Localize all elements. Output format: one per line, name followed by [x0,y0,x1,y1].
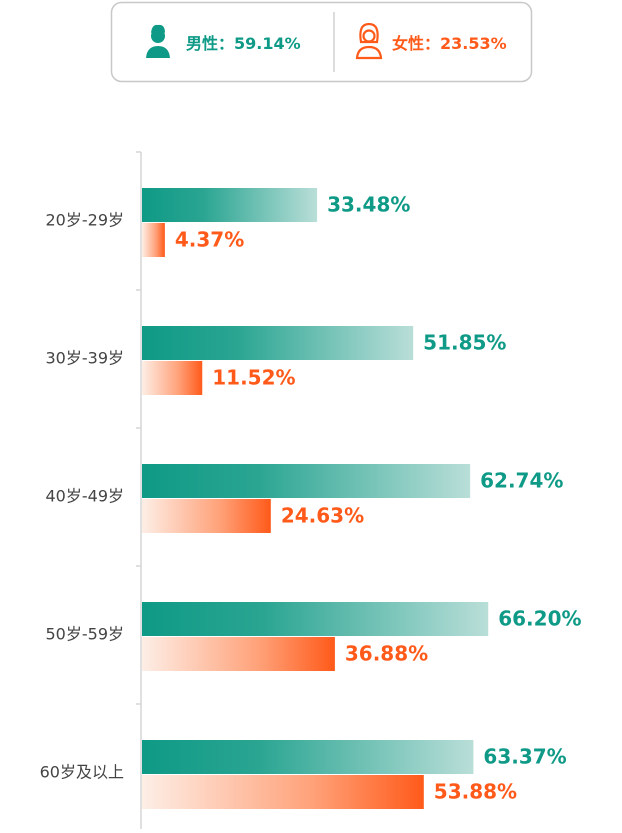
value-label: 4.37% [175,228,244,252]
legend-entry: 男性：59.14% [186,34,301,53]
category-label: 50岁-59岁 [46,625,125,644]
bar [142,740,474,774]
value-label: 11.52% [212,366,295,390]
value-label: 62.74% [480,469,563,493]
legend-value: 59.14% [234,34,301,53]
value-label: 51.85% [423,331,506,355]
value-label: 24.63% [281,504,364,528]
category-label: 60岁及以上 [40,763,124,782]
bar [142,361,203,395]
legend-name: 女性 [392,34,424,53]
bar [142,602,489,636]
legend-entry: 女性：23.53% [392,34,507,53]
legend-value: 23.53% [440,34,507,53]
value-label: 63.37% [483,745,566,769]
bar [142,637,335,671]
value-label: 53.88% [434,780,517,804]
bar [142,499,271,533]
male-icon [146,24,170,58]
value-label: 36.88% [345,642,428,666]
legend-separator: ： [218,34,234,53]
bar [142,464,471,498]
bar [142,223,165,257]
legend-name: 男性 [186,34,218,53]
value-label: 33.48% [327,193,410,217]
bar [142,775,424,809]
category-label: 30岁-39岁 [46,349,125,368]
bar [142,188,318,222]
category-label: 20岁-29岁 [46,211,125,230]
female-icon [355,22,383,60]
bar [142,326,414,360]
value-label: 66.20% [498,607,581,631]
category-label: 40岁-49岁 [46,487,125,506]
legend-separator: ： [424,34,440,53]
legend-box [110,1,533,83]
